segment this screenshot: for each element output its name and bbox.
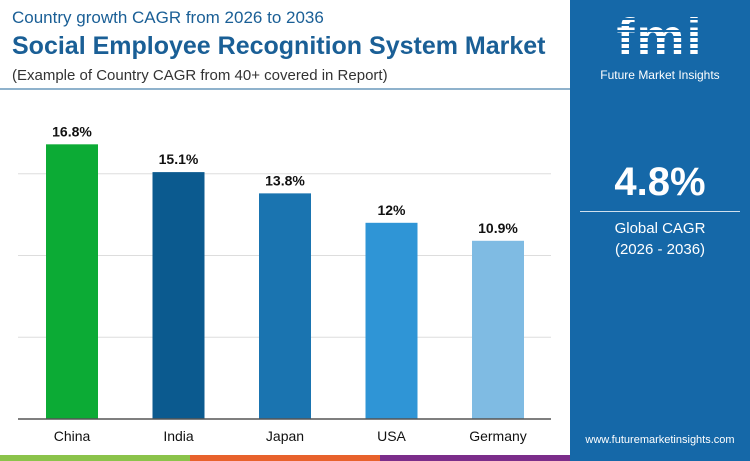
divider	[0, 88, 570, 90]
x-tick-label: Germany	[469, 428, 527, 444]
divider	[580, 211, 740, 212]
bar-usa	[365, 222, 418, 419]
x-tick-label: Japan	[266, 428, 304, 444]
stripe-orange	[190, 455, 380, 461]
data-label: 10.9%	[478, 220, 518, 236]
chart-note: (Example of Country CAGR from 40+ covere…	[12, 67, 388, 84]
fmi-logo: fmi Future Market Insights	[570, 8, 750, 82]
stripe-purple	[380, 455, 570, 461]
bar-china	[46, 144, 98, 419]
data-label: 15.1%	[159, 151, 199, 167]
cagr-label: Global CAGR	[614, 220, 706, 237]
data-label: 12%	[377, 202, 406, 218]
logo-subtitle: Future Market Insights	[600, 68, 720, 82]
bar-japan	[259, 193, 311, 419]
data-label: 13.8%	[265, 172, 305, 188]
side-panel: fmi Future Market Insights 4.8% Global C…	[570, 0, 750, 461]
chart-subtitle: Country growth CAGR from 2026 to 2036	[12, 8, 324, 27]
chart-title: Social Employee Recognition System Marke…	[12, 32, 546, 60]
website-link[interactable]: www.futuremarketinsights.com	[585, 434, 735, 446]
global-cagr-label: Global CAGR (2026 - 2036)	[570, 218, 750, 260]
x-tick-label: India	[163, 428, 194, 444]
logo-mark: fmi	[570, 8, 750, 68]
stripe-green	[0, 455, 190, 461]
data-label: 16.8%	[52, 123, 92, 139]
bar-india	[152, 172, 205, 419]
bar-germany	[472, 240, 524, 419]
x-tick-label: China	[54, 428, 91, 444]
bar-chart: 16.8% China 15.1% India 13.8% Japan 12% USA 10.9…	[18, 123, 551, 444]
cagr-period: (2026 - 2036)	[614, 241, 706, 258]
global-cagr-value: 4.8%	[614, 160, 706, 204]
x-tick-label: USA	[377, 428, 406, 444]
